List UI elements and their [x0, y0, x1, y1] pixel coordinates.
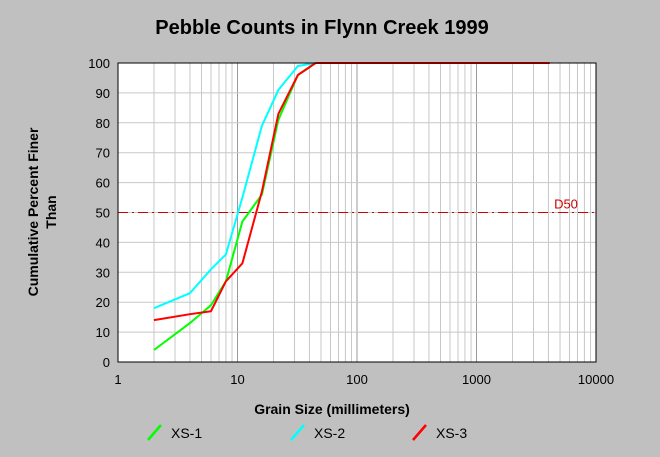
- legend-label-xs-2: XS-2: [314, 425, 345, 441]
- series-line-xs-3: [153, 62, 550, 322]
- y-tick-label: 100: [88, 56, 110, 71]
- x-tick-labels: 1 10 100 1000 10000: [114, 372, 614, 387]
- y-tick-label: 10: [96, 325, 110, 340]
- plot-frame: [117, 62, 597, 363]
- x-tick-label: 10: [230, 372, 244, 387]
- chart-title: Pebble Counts in Flynn Creek 1999: [155, 17, 488, 39]
- x-tick-label: 10000: [578, 372, 614, 387]
- x-tick-label: 1000: [462, 372, 491, 387]
- series-line-xs-2: [153, 62, 316, 310]
- y-tick-label: 30: [96, 265, 110, 280]
- y-tick-label: 0: [103, 355, 110, 370]
- y-tick-label: 90: [96, 86, 110, 101]
- y-axis-label-line-2: Than: [43, 195, 59, 228]
- x-tick-label: 1: [114, 372, 121, 387]
- x-axis-label: Grain Size (millimeters): [254, 401, 410, 417]
- y-tick-labels: 0 10 20 30 40 50 60 70 80 90 100: [88, 56, 110, 370]
- y-tick-label: 60: [96, 176, 110, 191]
- legend-swatch-xs-3: [412, 424, 427, 441]
- legend-label-xs-1: XS-1: [171, 425, 202, 441]
- x-tick-label: 100: [346, 372, 368, 387]
- legend-label-xs-3: XS-3: [436, 425, 467, 441]
- d50-label: D50: [554, 197, 578, 212]
- y-tick-label: 80: [96, 116, 110, 131]
- y-tick-label: 50: [96, 206, 110, 221]
- y-axis-label-line-1: Cumulative Percent Finer: [25, 127, 41, 296]
- reference-line-group: D50: [118, 197, 596, 213]
- legend-swatch-xs-2: [290, 424, 305, 441]
- series-group: [153, 62, 550, 351]
- y-tick-label: 40: [96, 235, 110, 250]
- legend-swatch-xs-1: [147, 424, 162, 441]
- legend: XS-1 XS-2 XS-3: [147, 424, 467, 441]
- y-tick-label: 70: [96, 146, 110, 161]
- y-tick-label: 20: [96, 295, 110, 310]
